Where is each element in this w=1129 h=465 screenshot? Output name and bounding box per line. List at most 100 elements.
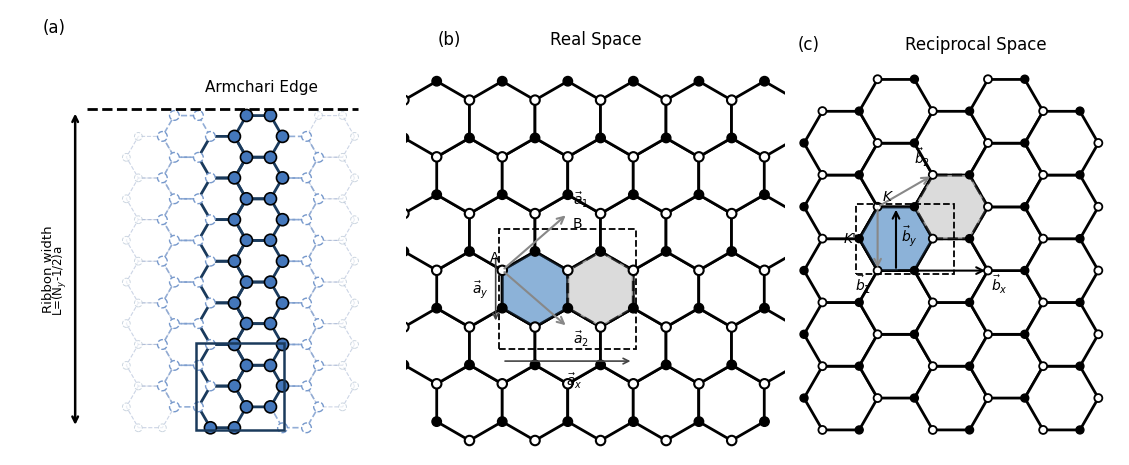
Circle shape (240, 234, 253, 246)
Circle shape (314, 277, 323, 287)
Polygon shape (437, 138, 502, 213)
Polygon shape (470, 308, 535, 384)
Circle shape (465, 209, 474, 218)
Circle shape (169, 319, 180, 328)
Circle shape (800, 203, 808, 211)
Circle shape (193, 153, 203, 162)
Circle shape (158, 339, 167, 349)
Circle shape (727, 322, 736, 332)
Circle shape (158, 381, 167, 391)
Circle shape (193, 235, 203, 245)
Circle shape (498, 76, 507, 86)
Polygon shape (666, 81, 732, 157)
Circle shape (1076, 171, 1084, 179)
Circle shape (793, 247, 802, 256)
Circle shape (264, 234, 277, 246)
Circle shape (1094, 330, 1102, 338)
Circle shape (205, 256, 216, 266)
Polygon shape (970, 143, 1043, 207)
Circle shape (264, 276, 277, 288)
Circle shape (760, 76, 769, 86)
Circle shape (662, 95, 671, 105)
Circle shape (465, 436, 474, 445)
Circle shape (531, 360, 540, 370)
Circle shape (432, 190, 441, 199)
Circle shape (301, 381, 312, 391)
Circle shape (122, 195, 130, 203)
Circle shape (629, 190, 638, 199)
Polygon shape (568, 138, 633, 213)
Circle shape (498, 304, 507, 313)
Circle shape (314, 319, 323, 328)
Polygon shape (1025, 111, 1099, 175)
Circle shape (228, 255, 240, 267)
Circle shape (694, 417, 703, 426)
Polygon shape (470, 195, 535, 270)
Bar (499, 229, 637, 349)
Circle shape (134, 133, 142, 140)
Polygon shape (859, 143, 933, 207)
Text: Real Space: Real Space (550, 31, 641, 49)
Circle shape (984, 266, 992, 274)
Circle shape (264, 151, 277, 163)
Circle shape (1021, 139, 1029, 147)
Circle shape (264, 109, 277, 121)
Circle shape (134, 424, 142, 432)
Circle shape (122, 320, 130, 327)
Polygon shape (914, 239, 988, 302)
Circle shape (193, 111, 203, 120)
Circle shape (314, 153, 323, 162)
Circle shape (400, 209, 409, 218)
Circle shape (339, 362, 347, 369)
Circle shape (228, 172, 240, 184)
Circle shape (205, 173, 216, 183)
Circle shape (205, 298, 216, 308)
Circle shape (498, 266, 507, 275)
Circle shape (264, 193, 277, 205)
Circle shape (929, 235, 937, 243)
Circle shape (965, 171, 973, 179)
Polygon shape (502, 252, 568, 327)
Circle shape (727, 247, 736, 256)
Circle shape (1094, 203, 1102, 211)
Circle shape (169, 402, 180, 412)
Circle shape (662, 322, 671, 332)
Polygon shape (1025, 175, 1099, 239)
Polygon shape (633, 138, 699, 213)
Circle shape (205, 215, 216, 225)
Circle shape (1021, 330, 1029, 338)
Circle shape (596, 247, 605, 256)
Circle shape (400, 95, 409, 105)
Circle shape (984, 75, 992, 83)
Circle shape (856, 107, 864, 115)
Circle shape (240, 193, 253, 205)
Circle shape (800, 394, 808, 402)
Circle shape (694, 152, 703, 161)
Polygon shape (502, 138, 568, 213)
Circle shape (1039, 107, 1047, 115)
Circle shape (1039, 171, 1047, 179)
Circle shape (910, 266, 918, 274)
Circle shape (498, 417, 507, 426)
Circle shape (760, 266, 769, 275)
Polygon shape (666, 195, 732, 270)
Circle shape (819, 426, 826, 434)
Circle shape (800, 139, 808, 147)
Text: Reciprocal Space: Reciprocal Space (905, 36, 1047, 54)
Circle shape (694, 76, 703, 86)
Circle shape (158, 132, 167, 141)
Circle shape (240, 276, 253, 288)
Polygon shape (859, 271, 933, 334)
Circle shape (193, 319, 203, 328)
Circle shape (596, 95, 605, 105)
Circle shape (301, 339, 312, 349)
Circle shape (122, 153, 130, 161)
Polygon shape (699, 138, 764, 213)
Circle shape (351, 382, 358, 390)
Circle shape (134, 257, 142, 265)
Circle shape (301, 423, 312, 432)
Circle shape (793, 322, 802, 332)
Polygon shape (859, 334, 933, 398)
Circle shape (498, 379, 507, 389)
Circle shape (629, 379, 638, 389)
